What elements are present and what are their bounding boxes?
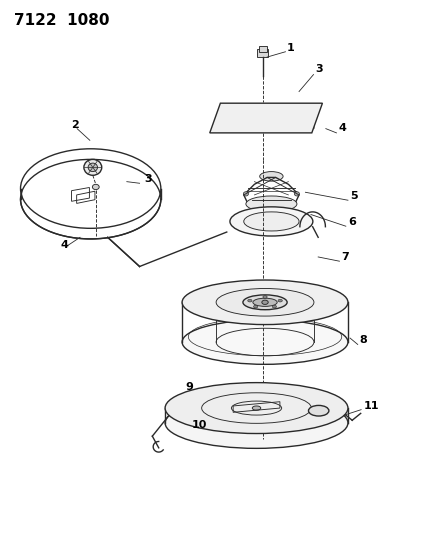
Text: 7: 7 — [342, 252, 349, 262]
Ellipse shape — [165, 383, 348, 433]
Text: 4: 4 — [61, 240, 69, 250]
Ellipse shape — [182, 320, 348, 365]
Ellipse shape — [84, 159, 102, 175]
Ellipse shape — [165, 398, 348, 448]
Text: 1: 1 — [287, 43, 294, 53]
Text: 4: 4 — [339, 123, 346, 133]
Ellipse shape — [244, 192, 248, 196]
Ellipse shape — [309, 406, 329, 416]
Ellipse shape — [92, 184, 99, 190]
Bar — [259, 46, 267, 52]
Text: 10: 10 — [192, 420, 207, 430]
Ellipse shape — [88, 163, 98, 172]
Text: 3: 3 — [315, 64, 323, 75]
FancyBboxPatch shape — [230, 111, 266, 124]
Text: 6: 6 — [348, 216, 356, 227]
Ellipse shape — [248, 300, 252, 302]
Ellipse shape — [243, 295, 287, 310]
Text: 8: 8 — [360, 335, 368, 345]
Ellipse shape — [253, 305, 258, 308]
Bar — [257, 49, 268, 57]
Text: 2: 2 — [71, 119, 79, 130]
Text: 3: 3 — [144, 174, 152, 184]
Ellipse shape — [262, 300, 268, 304]
Ellipse shape — [244, 212, 299, 231]
Polygon shape — [210, 103, 322, 133]
Ellipse shape — [230, 207, 313, 236]
Text: 7122  1080: 7122 1080 — [14, 13, 110, 28]
Text: 5: 5 — [350, 191, 358, 200]
Ellipse shape — [278, 300, 282, 302]
Text: 9: 9 — [185, 382, 193, 392]
Ellipse shape — [182, 280, 348, 325]
Ellipse shape — [252, 406, 261, 410]
Ellipse shape — [260, 172, 283, 181]
Ellipse shape — [263, 296, 267, 298]
Ellipse shape — [272, 305, 276, 308]
Ellipse shape — [246, 196, 297, 212]
Ellipse shape — [216, 288, 314, 316]
Ellipse shape — [253, 298, 277, 306]
Text: 11: 11 — [364, 401, 379, 410]
Ellipse shape — [294, 192, 300, 196]
